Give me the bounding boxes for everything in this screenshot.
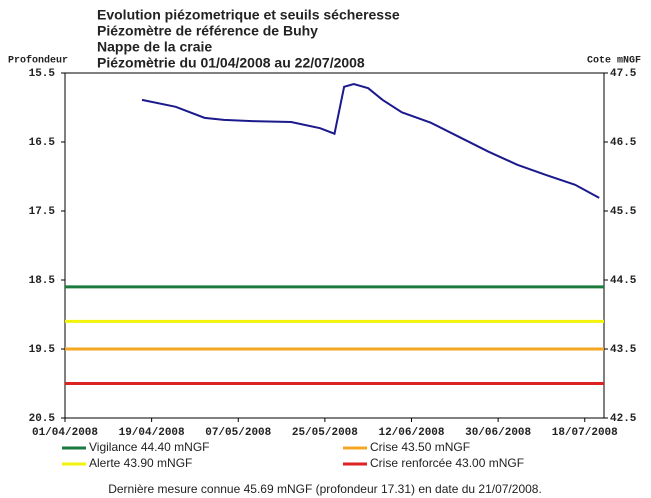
y-axis-label: Profondeur — [8, 55, 68, 67]
legend-label: Vigilance 44.40 mNGF — [89, 440, 210, 454]
y2-axis-label: Cote mNGF — [587, 56, 641, 67]
x-tick-label: 25/05/2008 — [292, 427, 358, 439]
y2-tick-label: 44.5 — [610, 275, 637, 287]
x-tick-label: 30/06/2008 — [465, 427, 531, 439]
legend-label: Crise renforcée 43.00 mNGF — [370, 456, 524, 470]
chart-title: Piézomètrie du 01/04/2008 au 22/07/2008 — [97, 55, 365, 71]
y-tick-label: 20.5 — [29, 413, 56, 425]
y2-tick-label: 47.5 — [610, 68, 637, 80]
legend-label: Crise 43.50 mNGF — [370, 440, 470, 454]
legend-label: Alerte 43.90 mNGF — [89, 456, 192, 470]
chart-title: Piézomètre de référence de Buhy — [97, 23, 318, 39]
y2-tick-label: 42.5 — [610, 413, 637, 425]
plot-frame — [64, 72, 605, 419]
footnote: Dernière mesure connue 45.69 mNGF (profo… — [108, 482, 542, 496]
y2-tick-label: 46.5 — [610, 137, 637, 149]
y-tick-label: 16.5 — [29, 137, 56, 149]
y-tick-label: 18.5 — [29, 275, 56, 287]
y-tick-label: 19.5 — [29, 344, 56, 356]
chart-title: Evolution piézometrique et seuils sécher… — [97, 7, 400, 23]
x-tick-label: 19/04/2008 — [119, 427, 185, 439]
x-tick-label: 07/05/2008 — [205, 427, 271, 439]
y2-tick-label: 43.5 — [610, 344, 637, 356]
y2-tick-label: 45.5 — [610, 206, 637, 218]
data-line — [141, 82, 600, 199]
y-tick-label: 15.5 — [29, 68, 56, 80]
y-tick-label: 17.5 — [29, 206, 56, 218]
chart-title: Nappe de la craie — [97, 39, 212, 55]
x-tick-label: 01/04/2008 — [32, 427, 98, 439]
x-tick-label: 12/06/2008 — [378, 427, 444, 439]
x-tick-label: 18/07/2008 — [552, 427, 618, 439]
